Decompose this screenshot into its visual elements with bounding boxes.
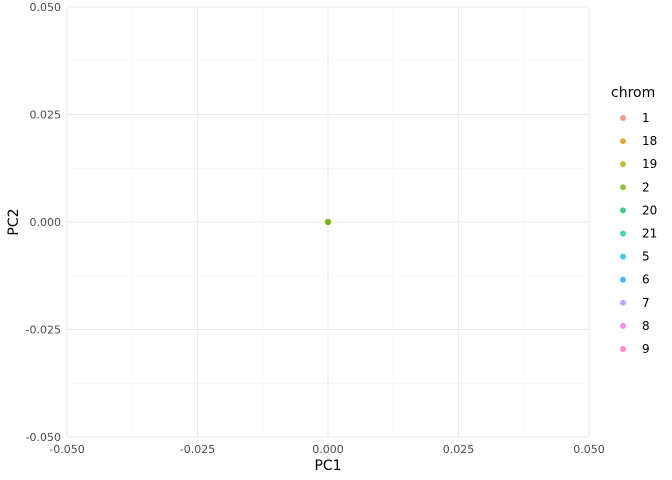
legend-label-1: 1	[642, 111, 650, 125]
y-tick-label: -0.025	[26, 324, 61, 337]
legend-label-8: 8	[642, 319, 650, 333]
y-tick-label: 0.050	[30, 1, 62, 14]
legend-label-6: 6	[642, 273, 650, 287]
y-axis-ticks: -0.050 -0.025 0.000 0.025 0.050	[26, 1, 61, 444]
x-axis-ticks: -0.050 -0.025 0.000 0.025 0.050	[49, 443, 604, 456]
legend-key-18	[620, 138, 626, 145]
y-axis-title: PC2	[6, 208, 22, 235]
legend-label-5: 5	[642, 250, 650, 264]
y-tick-label: 0.025	[30, 109, 62, 122]
x-axis-title: PC1	[314, 458, 341, 474]
legend-label-20: 20	[642, 203, 657, 217]
legend-key-2	[620, 184, 626, 191]
legend-key-1	[620, 115, 626, 121]
legend-key-21	[620, 230, 626, 237]
x-tick-label: 0.025	[443, 443, 475, 456]
legend-label-19: 19	[642, 157, 657, 171]
legend-key-7	[620, 299, 626, 306]
legend-label-9: 9	[642, 342, 650, 356]
legend: chrom 1 18 19 2 20 21 5 6 7 8 9	[611, 85, 657, 356]
data-point	[325, 219, 331, 225]
legend-label-7: 7	[642, 296, 650, 310]
legend-title: chrom	[611, 85, 655, 101]
data-points	[325, 219, 331, 225]
legend-label-2: 2	[642, 180, 650, 194]
legend-key-8	[620, 322, 626, 329]
legend-entries: 1 18 19 2 20 21 5 6 7 8 9	[620, 111, 657, 356]
legend-key-5	[620, 253, 626, 260]
y-tick-label: 0.000	[30, 216, 62, 229]
grid-major	[66, 6, 590, 438]
legend-key-19	[620, 161, 626, 168]
x-tick-label: 0.000	[312, 443, 344, 456]
y-tick-label: -0.050	[26, 431, 61, 444]
x-tick-label: -0.050	[49, 443, 84, 456]
legend-key-6	[620, 276, 626, 283]
legend-key-9	[620, 346, 626, 352]
x-tick-label: 0.050	[573, 443, 605, 456]
x-tick-label: -0.025	[180, 443, 215, 456]
legend-label-21: 21	[642, 227, 657, 241]
legend-label-18: 18	[642, 134, 657, 148]
legend-key-20	[620, 207, 626, 214]
